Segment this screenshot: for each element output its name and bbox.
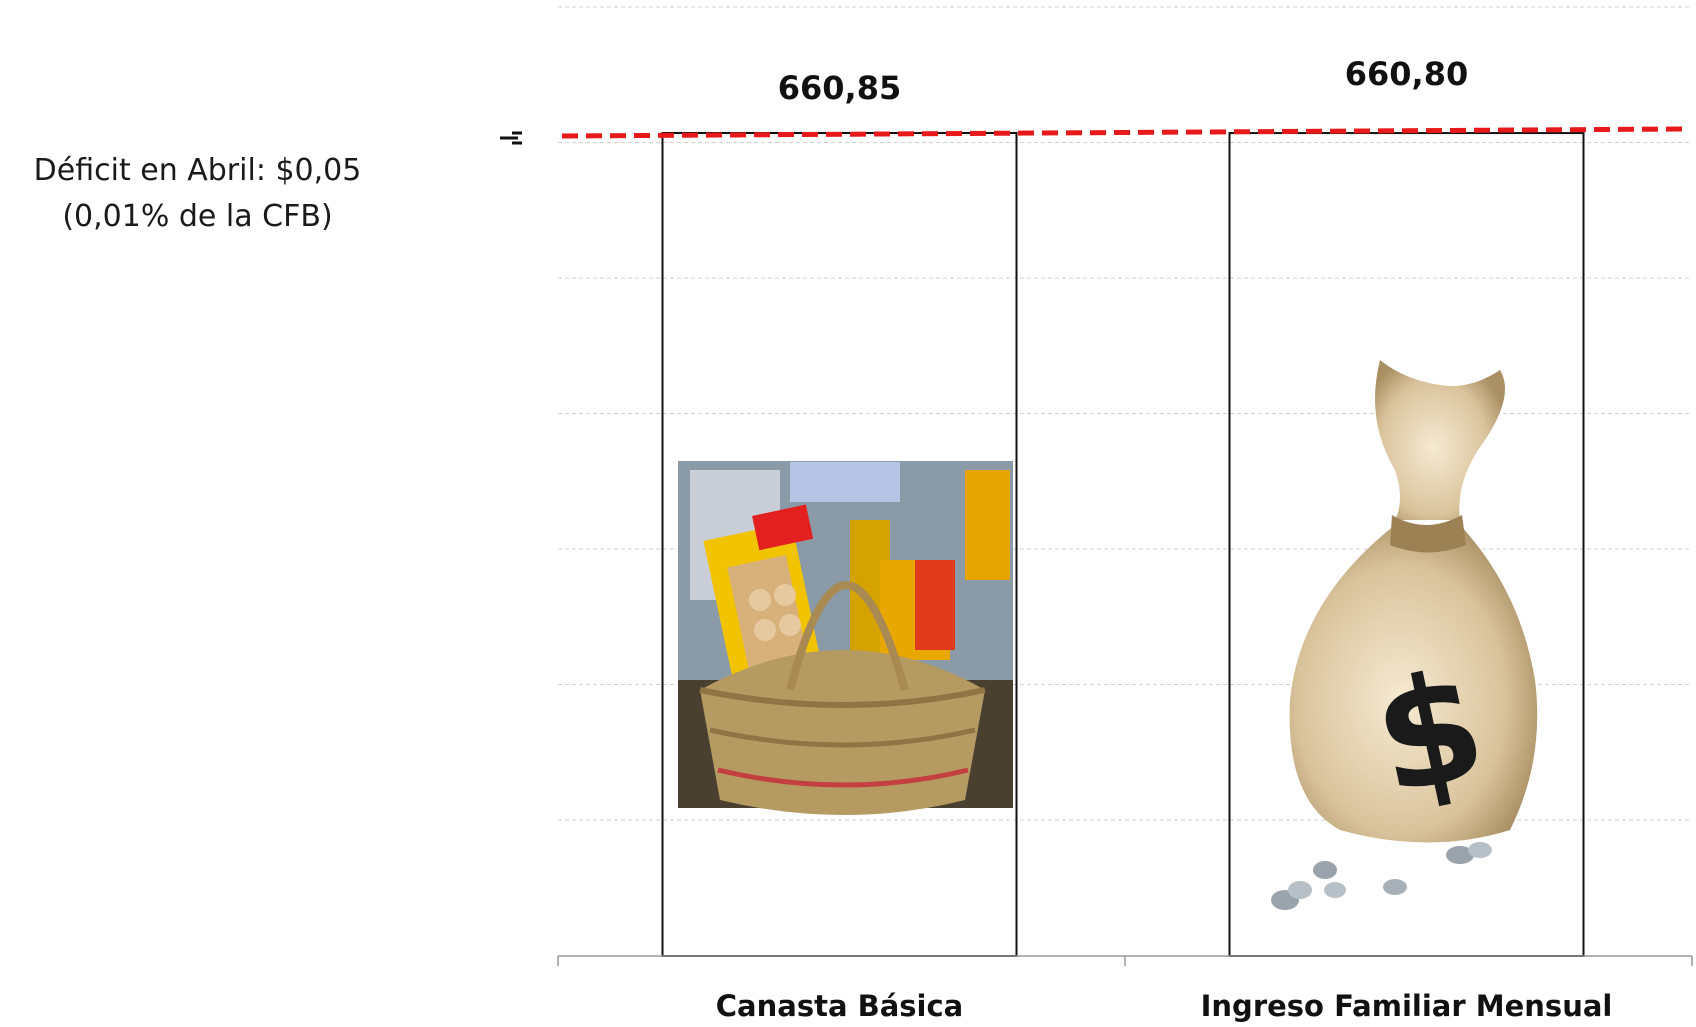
category-label-1: Canasta Básica (716, 989, 964, 1023)
x-axis (557, 955, 1693, 966)
category-label-2: Ingreso Familiar Mensual (1201, 989, 1613, 1023)
deficit-line-1: Déficit en Abril: $0,05 (33, 153, 362, 188)
reference-marker-icon (500, 131, 522, 145)
money-bag-icon: $ (1271, 360, 1538, 910)
deficit-line-2: (0,01% de la CFB) (62, 199, 333, 234)
data-label-1: 660,85 (778, 69, 901, 107)
food-basket-icon (678, 461, 1013, 815)
reference-dashed-line (561, 126, 1683, 139)
labels: 660,85 Canasta Básica 660,80 Ingreso Famili… (716, 55, 1613, 1023)
deficit-annotation: Déficit en Abril: $0,05 (0,01% de la CFB… (0, 148, 395, 240)
reference-line (500, 126, 1683, 145)
data-label-2: 660,80 (1345, 55, 1468, 93)
